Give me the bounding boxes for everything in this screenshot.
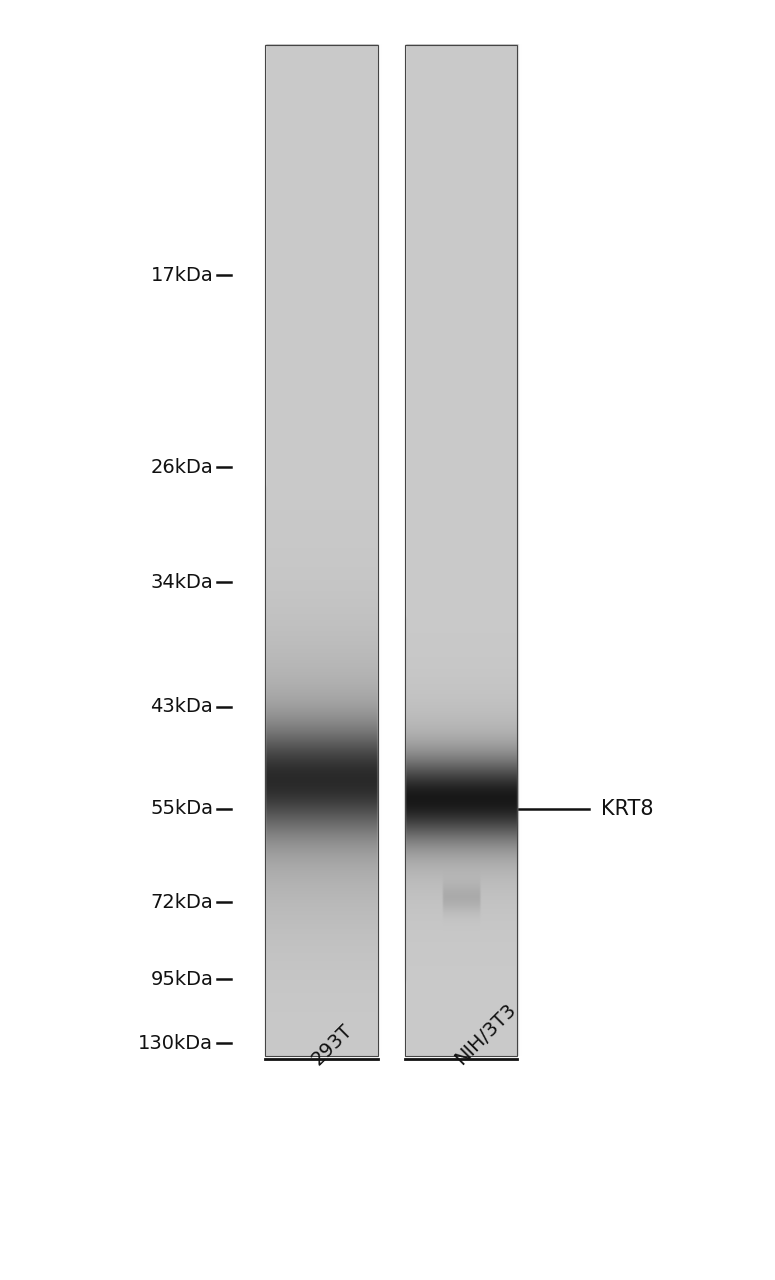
- Text: 26kDa: 26kDa: [150, 458, 213, 476]
- Text: 293T: 293T: [308, 1020, 356, 1069]
- Text: 55kDa: 55kDa: [150, 800, 213, 818]
- Text: KRT8: KRT8: [601, 799, 653, 819]
- Text: 17kDa: 17kDa: [150, 266, 213, 284]
- Text: 34kDa: 34kDa: [150, 573, 213, 591]
- Text: 43kDa: 43kDa: [150, 698, 213, 716]
- Text: 130kDa: 130kDa: [138, 1034, 213, 1052]
- Bar: [265, 45, 378, 1056]
- Text: 72kDa: 72kDa: [150, 893, 213, 911]
- Bar: [405, 45, 518, 1056]
- Text: 95kDa: 95kDa: [150, 970, 213, 988]
- Text: NIH/3T3: NIH/3T3: [452, 1000, 520, 1069]
